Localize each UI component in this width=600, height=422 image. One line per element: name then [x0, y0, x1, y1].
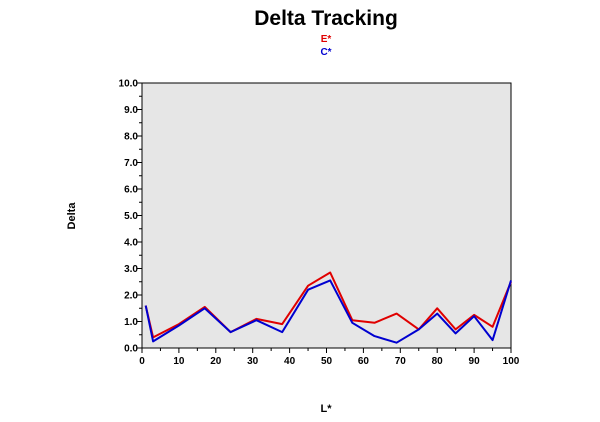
- x-axis-title: L*: [321, 403, 333, 415]
- y-axis: 0.0 1.0 2.0 3.0 4.0 5.0 6.0 7.0 8.0 9.0 10.0: [119, 79, 142, 355]
- series-line-e: [144, 271, 512, 339]
- plot-area: [141, 82, 512, 349]
- y-tick-label: 4.0: [124, 238, 138, 249]
- y-tick-label: 5.0: [124, 211, 138, 222]
- legend-item: E*: [321, 34, 332, 45]
- x-tick-label: 60: [358, 356, 370, 367]
- y-tick-label: 6.0: [124, 185, 138, 196]
- legend-item: C*: [320, 47, 331, 58]
- x-tick-label: 20: [210, 356, 222, 367]
- y-tick-label: 1.0: [124, 317, 138, 328]
- y-tick-label: 9.0: [124, 105, 138, 116]
- y-axis-title: Delta: [66, 202, 78, 230]
- x-tick-label: 70: [395, 356, 407, 367]
- chart-title: Delta Tracking: [254, 7, 398, 30]
- y-tick-label: 2.0: [124, 291, 138, 302]
- legend: E* C*: [320, 34, 331, 58]
- series-group: [144, 271, 512, 344]
- y-tick-label: 7.0: [124, 158, 138, 169]
- y-tick-label: 8.0: [124, 132, 138, 143]
- x-tick-label: 10: [173, 356, 185, 367]
- x-tick-label: 0: [139, 356, 145, 367]
- x-tick-label: 90: [469, 356, 481, 367]
- x-axis: 0 10 20 30 40 50 60 70 80 90 100: [139, 348, 520, 367]
- x-tick-label: 80: [432, 356, 444, 367]
- y-tick-label: 3.0: [124, 264, 138, 275]
- series-line-c: [144, 279, 512, 344]
- x-tick-label: 30: [247, 356, 259, 367]
- x-tick-label: 40: [284, 356, 296, 367]
- y-tick-label: 10.0: [119, 79, 139, 90]
- x-tick-label: 50: [321, 356, 333, 367]
- y-tick-label: 0.0: [124, 344, 138, 355]
- x-tick-label: 100: [503, 356, 520, 367]
